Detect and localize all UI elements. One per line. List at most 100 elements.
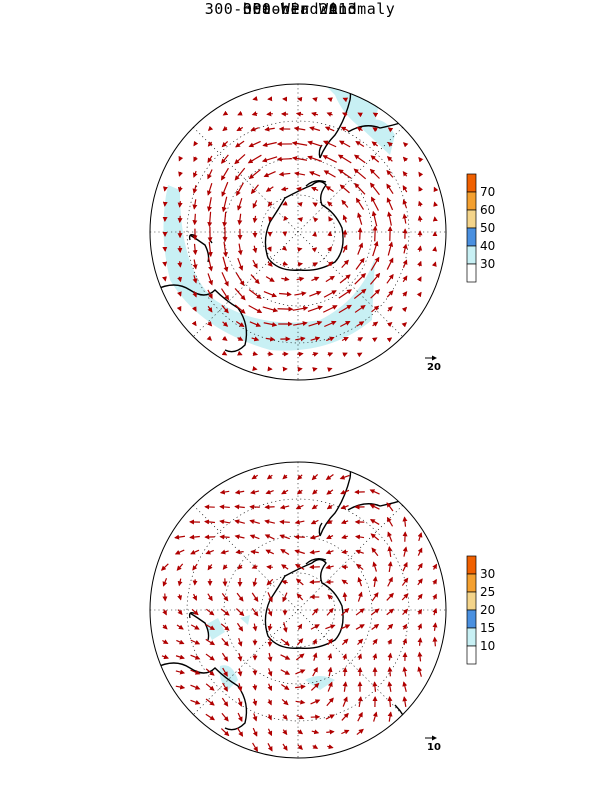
wind-vector [295,336,306,342]
wind-vector [417,593,423,600]
wind-vector [327,261,334,267]
wind-vector [327,97,333,103]
wind-vector [282,261,289,266]
wind-vector [237,697,243,707]
wind-vector [372,638,378,645]
wind-vector [386,169,394,178]
wind-vector [297,729,304,735]
wind-vector [262,141,277,148]
wind-vector [432,246,438,252]
wind-vector [355,549,364,555]
wind-vector [387,696,393,708]
wind-vector [221,697,229,707]
wind-vector [237,110,243,116]
wind-vector [221,652,229,662]
coastlines [154,84,441,353]
wind-vector [266,246,272,252]
wind-vector [207,273,213,286]
wind-vector [369,504,380,510]
wind-vector [386,502,394,512]
wind-vector [402,666,408,677]
wind-vector [342,244,348,253]
colorbar-swatch [466,609,477,629]
wind-vector [417,245,423,252]
wind-vector [370,256,380,271]
wind-vector [250,274,260,285]
wind-vector [192,184,198,194]
wind-vector [265,336,276,342]
wind-vector [222,211,228,228]
wind-vector [191,306,197,312]
wind-vector [326,112,333,117]
wind-vector [386,608,395,616]
wind-vector [267,714,272,721]
wind-vector [312,652,318,661]
wind-vector [190,699,201,705]
wind-vector [265,549,274,555]
wind-vector [266,111,273,117]
wind-vector [402,608,409,616]
wind-vector [176,305,182,312]
wind-vector [207,321,213,327]
wind-vector [338,289,352,299]
wind-vector [251,336,260,342]
meridian-line [193,127,403,337]
wind-vector [326,489,334,495]
wind-vector [341,549,348,555]
wind-vector [311,247,318,253]
wind-vector [372,112,379,118]
wind-vector [190,639,201,645]
wind-vector [418,186,424,192]
colorbar-swatch [466,245,477,265]
wind-vector [192,291,197,298]
wind-vector [219,504,230,510]
wind-vector [339,184,350,194]
wind-vector [162,624,168,630]
wind-vector [357,638,364,646]
wind-vector [267,652,273,663]
wind-vector [325,275,335,283]
wind-vector [369,519,380,525]
wind-vector [297,474,303,480]
wind-vector [372,576,378,587]
wind-vector [338,140,351,148]
wind-vector [402,561,408,572]
wind-vector [369,272,381,285]
wind-vector [234,504,245,510]
wind-vectors [162,96,439,373]
wind-vector [221,638,229,647]
wind-vector [280,549,290,555]
wind-vector [252,215,258,224]
wind-vector [192,259,198,270]
wind-vector [220,623,230,631]
wind-vector [371,196,379,211]
colorbar-label: 60 [480,203,495,217]
wind-vector [297,202,303,207]
wind-vector [221,196,228,213]
wind-vector [311,276,320,282]
wind-vector [307,305,323,313]
wind-vector [266,564,273,570]
colorbar-swatch [466,591,477,611]
wind-vector [371,210,378,227]
wind-vector [417,623,422,631]
wind-vector [219,519,231,525]
wind-vector [357,591,363,602]
wind-vector [312,351,319,357]
wind-vector [268,216,273,222]
wind-vector [237,213,243,226]
wind-vector [356,321,365,327]
wind-vector [387,576,393,587]
wind-vector [191,608,199,616]
wind-vector [340,489,350,495]
wind-vector [327,201,333,207]
wind-vector [175,684,186,690]
wind-vector [296,593,304,601]
wind-vector [280,186,289,192]
wind-vector [356,126,363,132]
wind-vector [312,202,318,208]
panel1-title: 300-hPa Wind [242,0,358,18]
wind-vector [311,111,319,117]
wind-vector [370,608,380,616]
wind-vector [327,594,333,600]
